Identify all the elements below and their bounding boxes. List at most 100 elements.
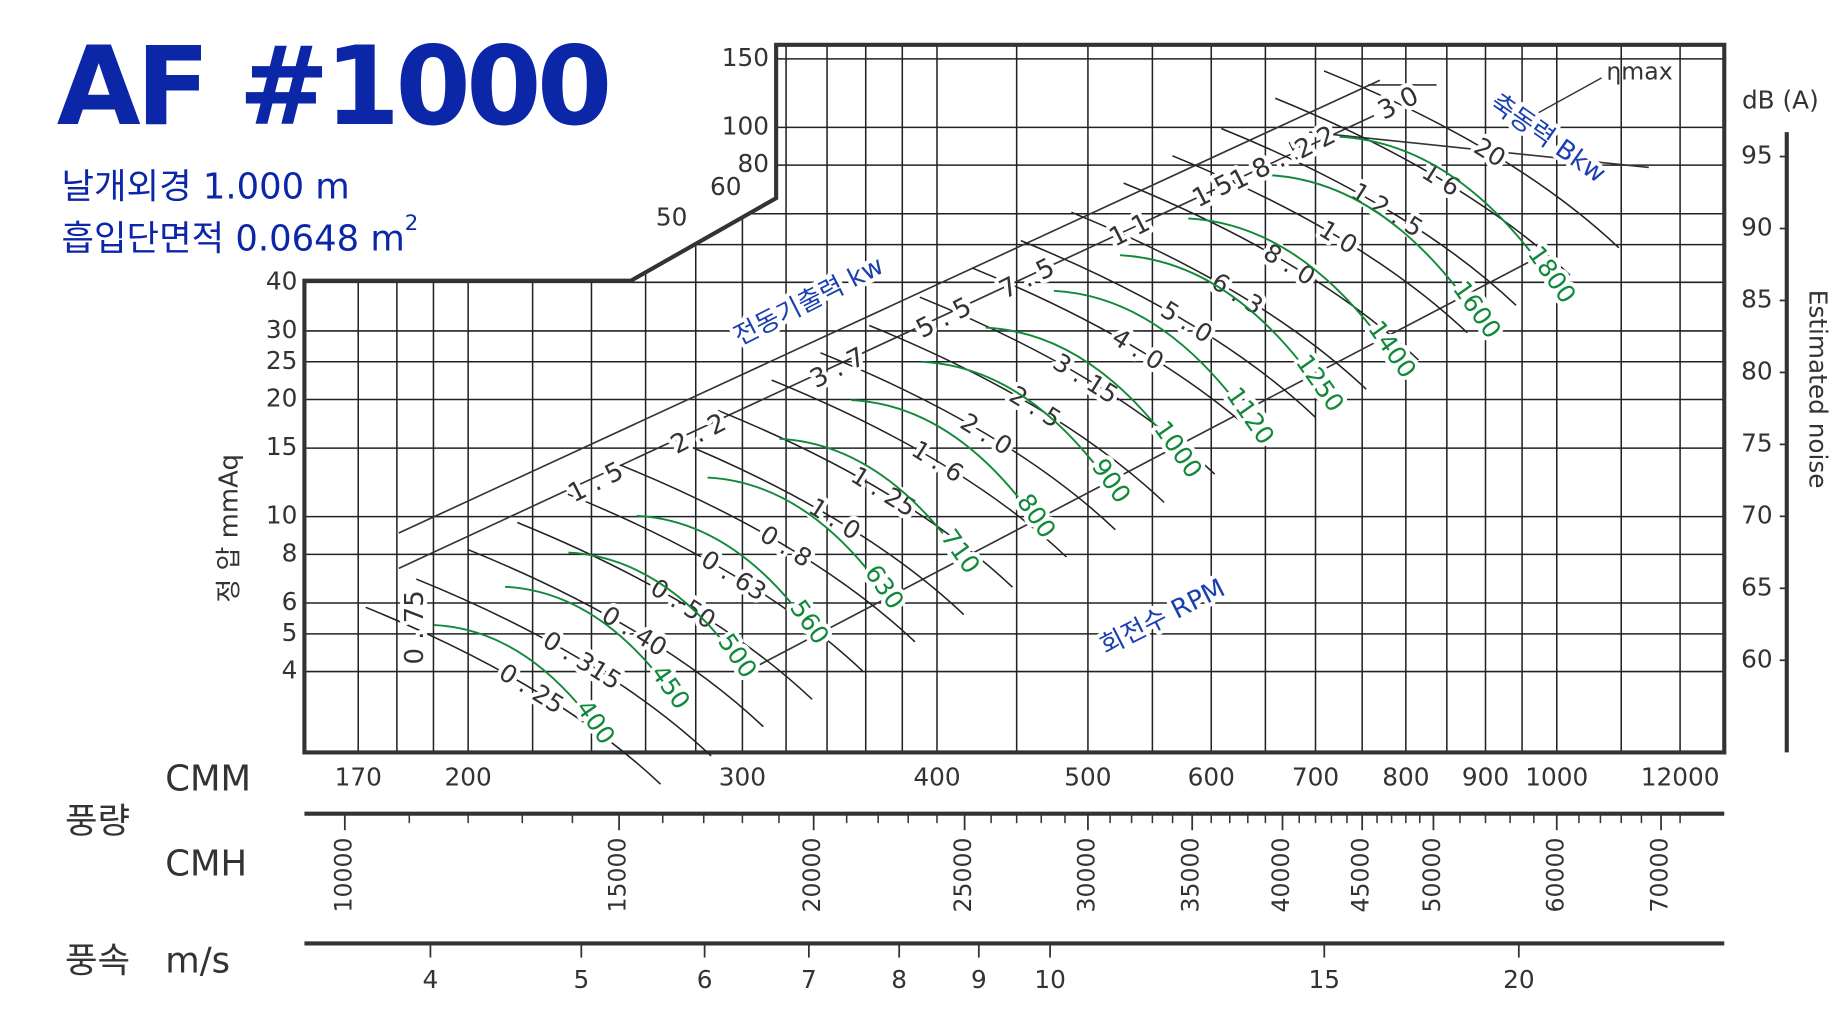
shaft-power-curve [365,606,662,785]
rpm-curve [1053,289,1234,399]
y-tick-label: 10 [266,501,298,530]
shaft-power-label: 6 . 3 [1206,267,1268,321]
velocity-tick-label: 4 [423,965,439,994]
shaft-power-curve [717,409,1014,588]
velocity-label: 풍속 [65,940,130,981]
cmh-tick-label: 60000 [1541,838,1569,913]
rpm-curve [707,476,868,570]
subtitle-text: 흡입단면적 0.0648 m [61,219,404,260]
cmh-tick-label: 50000 [1418,838,1446,913]
shaft-power-curve [415,578,712,757]
y2-axis-label: Estimated noise [1803,290,1832,489]
velocity-tick-label: 6 [697,965,713,994]
cmh-tick-label: 10000 [329,838,357,913]
shaft-power-label: 0 . 25 [494,658,569,720]
cmh-tick-label: 70000 [1646,838,1674,913]
y-tick-label: 20 [266,383,298,412]
shaft-power-curve [919,296,1216,475]
velocity-tick-label: 20 [1503,965,1535,994]
rpm-curve [779,437,944,534]
rpm-label: 1000 [1148,415,1208,483]
y-tick-label: 80 [738,149,770,178]
shaft-power-label: 1 . 25 [846,461,921,523]
y-tick-label: 4 [282,656,298,685]
shaft-annotation: 축동력 Bkw [1484,88,1611,189]
y-axis-label: 정 압 mmAq [215,454,245,602]
rpm-curve [1339,135,1536,258]
motor-annotation: 전동기출력 kw [729,251,889,352]
shaft-power-label: 20 [1469,132,1511,173]
y-tick-label: 100 [722,111,769,140]
shaft-power-curve [468,549,764,728]
rpm-curve [851,399,1020,499]
y-tick-label: 5 [282,618,298,647]
motor-label: 3 . 7 [805,342,870,395]
x-tick-label: 500 [1064,762,1111,791]
x-tick-label: 170 [335,762,382,791]
rpm-curve [1268,174,1461,293]
plot-frame [302,42,1727,755]
rpm-curve [1188,217,1376,332]
motor-band-line [398,114,1375,570]
cmh-tick-label: 20000 [798,838,826,913]
y2-tick-label: 90 [1741,213,1773,242]
shaft-power-curve [1123,182,1420,361]
x-tick-label: 200 [445,762,492,791]
superscript: 2 [405,211,419,236]
x-tick-label: 600 [1188,762,1235,791]
y-tick-label: 50 [656,203,688,232]
y-tick-label: 30 [266,315,298,344]
shaft-power-curve [820,352,1116,531]
y2-tick-label: 60 [1741,644,1773,673]
rpm-curve [434,624,579,705]
y2-tick-label: 80 [1741,356,1773,385]
y-tick-label: 6 [282,587,298,616]
x-tick-label: 300 [719,762,766,791]
shaft-power-curve [1323,70,1620,249]
shaft-power-curve [1172,155,1468,334]
velocity-tick-label: 10 [1034,965,1066,994]
rpm-curve [568,551,721,639]
rpm-label: 1400 [1362,315,1422,383]
subtitle: 흡입단면적 0.0648 m2 [61,211,418,260]
motor-label: 5 . 5 [911,292,976,345]
leader-line [1532,77,1602,117]
x-tick-label: 400 [913,762,960,791]
velocity-unit: m/s [165,940,230,981]
velocity-tick-label: 8 [891,965,907,994]
velocity-tick-label: 9 [971,965,987,994]
shaft-power-label: 1 0 [1314,214,1363,259]
x-tick-label: 800 [1382,762,1429,791]
y-tick-label: 8 [282,538,298,567]
x-tick-label: 900 [1462,762,1509,791]
y2-tick-label: 70 [1741,500,1773,529]
cmh-tick-label: 40000 [1267,838,1295,913]
shaft-power-curve [1020,239,1317,419]
shaft-power-curve [1274,97,1571,276]
x-axis-label: 풍량 [65,801,130,842]
shaft-power-curve [771,379,1068,558]
shaft-power-label: 1 . 0 [804,492,866,546]
efficiency-line [740,252,1546,676]
shaft-power-curve [971,267,1268,446]
cmh-tick-label: 25000 [949,838,977,913]
shaft-power-curve [517,521,813,700]
efficiency-label: ηmax [1606,58,1672,86]
shaft-power-curve [619,464,916,643]
motor-band-line [398,79,1381,534]
y-tick-label: 40 [266,266,298,295]
x-tick-label: 1000 [1525,762,1588,791]
shaft-power-curve [668,436,965,616]
y-tick-label: 150 [722,43,769,72]
y2-tick-label: 85 [1741,284,1773,313]
y2-tick-label: 75 [1741,428,1773,457]
rpm-curve [985,326,1162,432]
x-tick-label: 12000 [1641,762,1720,791]
cmh-tick-label: 15000 [604,838,632,913]
velocity-tick-label: 5 [573,965,589,994]
x-tick-label: 700 [1292,762,1339,791]
shaft-power-label: 2 . 0 [955,407,1017,461]
subtitle: 날개외경 1.000 m [61,167,349,208]
motor-label: 7 . 5 [995,253,1060,306]
y2-tick-label: 65 [1741,572,1773,601]
